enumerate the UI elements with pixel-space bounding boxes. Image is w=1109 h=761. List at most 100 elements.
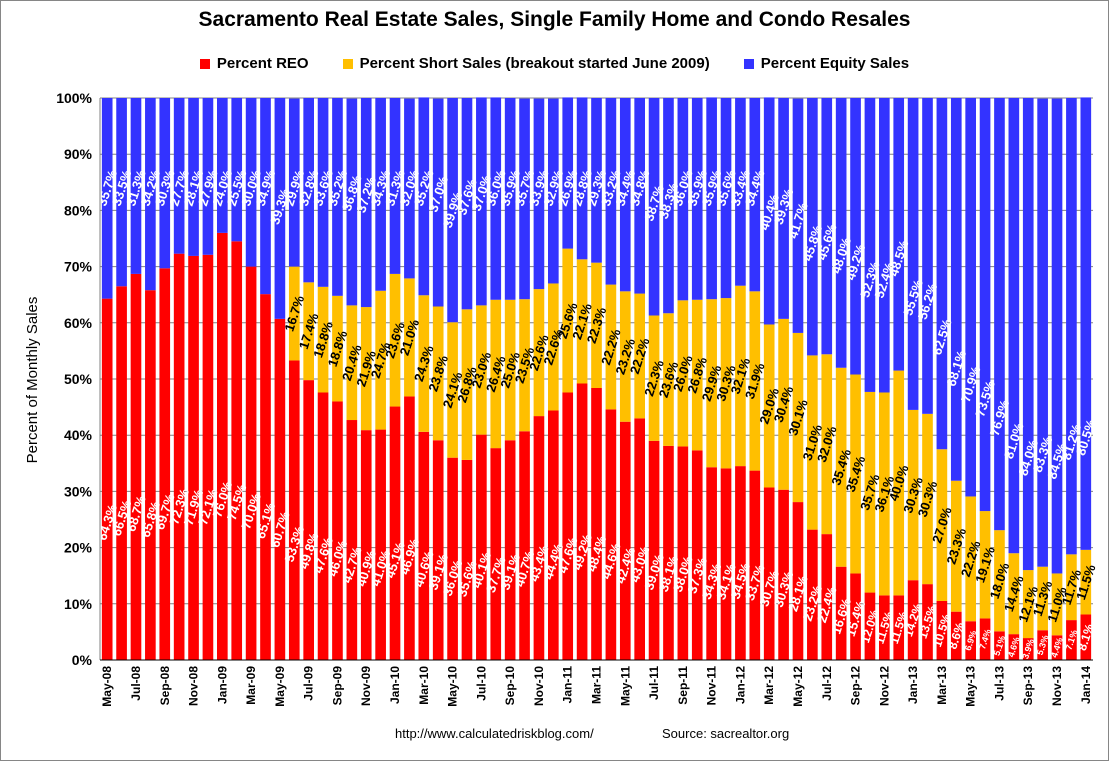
x-tick-label: Sep-08 (158, 666, 172, 706)
bar-equity (217, 98, 228, 233)
bar-equity (260, 98, 271, 295)
bar-equity (720, 98, 732, 299)
bar-reo (504, 440, 516, 660)
legend-item-reo: Percent REO (199, 55, 309, 72)
bar-short (332, 295, 343, 402)
x-tick-label: Jan-13 (906, 666, 920, 704)
legend-swatch-reo (199, 58, 210, 69)
bar-reo (979, 618, 991, 660)
y-tick-label: 80% (64, 202, 93, 218)
bar-short (893, 370, 905, 596)
bar-equity (303, 98, 314, 283)
x-tick-label: Jul-08 (129, 666, 143, 701)
footer-url: http://www.calculatedriskblog.com/ (395, 726, 594, 741)
bar-reo (591, 387, 602, 660)
bar-reo (418, 431, 430, 660)
bar-short (432, 306, 444, 441)
bar-short (548, 283, 559, 411)
bar-equity (778, 98, 789, 319)
bar-reo (706, 467, 717, 660)
bar-equity (173, 98, 185, 254)
bar-short (476, 305, 487, 435)
bar-short (807, 355, 818, 530)
bar-equity (159, 98, 171, 269)
bar-short (461, 309, 473, 460)
bar-short (1008, 553, 1020, 635)
x-tick-label: Jul-11 (647, 666, 661, 700)
bar-short (490, 299, 502, 449)
bar-reo (634, 418, 645, 660)
bar-short (317, 286, 329, 393)
bar-reo (476, 434, 487, 660)
bar-reo (346, 420, 358, 660)
bar-reo (432, 440, 444, 660)
data-label-reo: 3.9% (1020, 638, 1036, 661)
x-tick-label: May-11 (618, 666, 632, 706)
bar-short (749, 291, 761, 471)
y-tick-label: 50% (64, 371, 93, 387)
bar-reo (1008, 634, 1020, 660)
bar-reo (303, 380, 314, 660)
bar-equity (116, 98, 127, 287)
bar-short (663, 313, 674, 446)
bar-reo (130, 273, 142, 660)
bar-short (936, 449, 948, 601)
bar-reo (375, 429, 386, 660)
bar-equity (965, 98, 976, 497)
x-tick-label: Nov-08 (187, 666, 201, 706)
bar-reo (447, 457, 458, 660)
x-tick-label: Jan-09 (215, 666, 229, 704)
bar-short (1080, 549, 1092, 615)
bar-equity (591, 98, 602, 263)
bar-short (677, 300, 689, 447)
x-tick-label: May-09 (273, 666, 287, 707)
bar-equity (792, 98, 804, 333)
bar-short (879, 392, 890, 596)
bar-reo (1022, 638, 1034, 660)
x-tick-label: Mar-11 (590, 666, 604, 704)
legend-swatch-equity (743, 58, 754, 69)
bar-short (375, 290, 386, 430)
bar-equity (1080, 97, 1092, 550)
bar-equity (950, 98, 962, 481)
bar-equity (835, 98, 847, 368)
bar-short (648, 315, 660, 441)
bar-reo (994, 631, 1005, 660)
x-tick-label: Nov-12 (877, 666, 891, 706)
bar-equity (231, 98, 243, 242)
bar-equity (936, 98, 948, 450)
bar-short (591, 262, 602, 388)
bar-equity (317, 98, 329, 287)
bar-short (389, 273, 401, 407)
bar-reo (922, 584, 933, 660)
bar-reo (835, 566, 847, 660)
x-tick-label: Mar-13 (935, 666, 949, 705)
bar-equity (461, 98, 473, 310)
y-tick-label: 10% (64, 596, 93, 612)
bar-equity (807, 98, 818, 356)
bar-equity (519, 98, 530, 300)
bar-reo (619, 421, 631, 660)
bar-short (634, 293, 645, 419)
bar-equity (663, 98, 674, 314)
bar-short (533, 289, 545, 417)
bar-reo (145, 290, 156, 660)
bar-short (562, 248, 574, 393)
bar-short (1037, 566, 1048, 631)
x-tick-label: Sep-12 (849, 666, 863, 706)
bar-equity (994, 98, 1005, 531)
bar-equity (706, 97, 717, 300)
bar-equity (677, 98, 689, 301)
bar-short (303, 282, 314, 381)
bar-equity (763, 97, 775, 325)
bar-short (504, 299, 516, 441)
bar-short (576, 259, 588, 384)
bar-equity (605, 98, 617, 285)
bar-equity (1051, 98, 1063, 574)
bar-equity (548, 98, 559, 284)
bar-equity (893, 98, 905, 371)
bar-short (763, 324, 775, 488)
bar-reo (389, 406, 401, 660)
bar-equity (691, 98, 703, 300)
